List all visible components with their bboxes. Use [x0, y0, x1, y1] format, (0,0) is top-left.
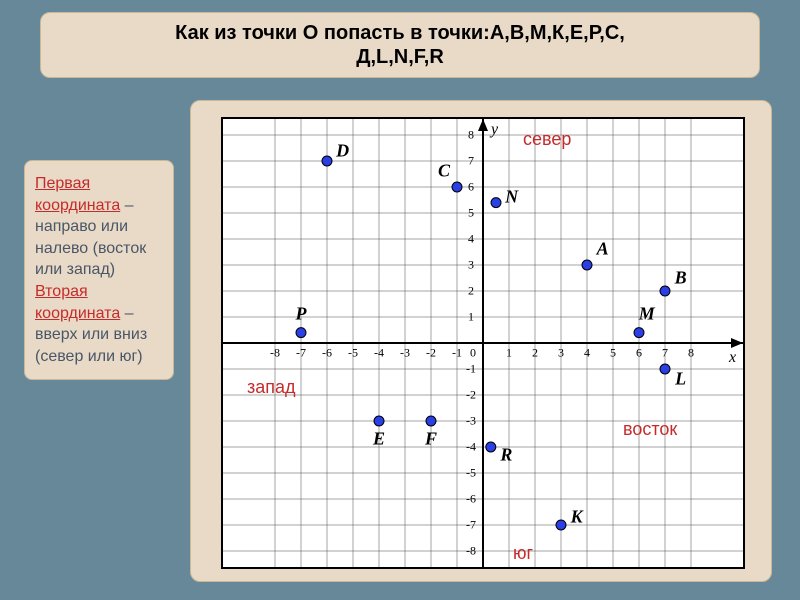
direction-south: юг: [513, 543, 533, 564]
data-point: [491, 198, 501, 208]
y-tick-label: -5: [466, 466, 476, 481]
point-label: B: [675, 268, 687, 289]
y-tick-label: -8: [466, 544, 476, 559]
y-tick-label: -6: [466, 492, 476, 507]
x-tick-label: 3: [558, 346, 564, 361]
y-tick-label: -3: [466, 414, 476, 429]
y-tick-label: -1: [466, 362, 476, 377]
x-tick-label: -3: [400, 346, 410, 361]
x-axis-label: x: [729, 349, 736, 367]
direction-east: восток: [623, 419, 677, 440]
y-tick-label: -4: [466, 440, 476, 455]
data-point: [374, 416, 384, 426]
x-tick-label: -2: [426, 346, 436, 361]
data-point: [322, 156, 332, 166]
y-tick-label: 8: [468, 128, 474, 143]
title-line-2: Д,L,N,F,R: [57, 45, 743, 69]
x-tick-label: -5: [348, 346, 358, 361]
point-label: L: [675, 369, 686, 390]
direction-north: север: [523, 129, 571, 150]
point-label: P: [296, 304, 307, 325]
x-tick-label: -7: [296, 346, 306, 361]
data-point: [634, 328, 644, 338]
x-tick-label: 4: [584, 346, 590, 361]
data-point: [426, 416, 436, 426]
point-label: M: [639, 304, 655, 325]
y-tick-label: 3: [468, 258, 474, 273]
y-tick-label: -2: [466, 388, 476, 403]
title-line-1: Как из точки О попасть в точки:А,В,М,К,Е…: [57, 21, 743, 45]
origin-label: 0: [470, 346, 476, 361]
direction-west: запад: [247, 377, 296, 398]
point-label: D: [336, 140, 349, 161]
title-box: Как из точки О попасть в точки:А,В,М,К,Е…: [40, 12, 760, 78]
data-point: [582, 260, 592, 270]
y-tick-label: 4: [468, 232, 474, 247]
y-tick-label: 7: [468, 154, 474, 169]
data-point: [452, 182, 462, 192]
x-tick-label: 8: [688, 346, 694, 361]
point-label: K: [571, 507, 583, 528]
plot-panel: -8 -7 -6 -5 -4 -3 -2 -1 1 2 3 4 5 6 7 8 -8 -7 -6 -5 -4 -3 -2 -1…: [190, 100, 772, 582]
point-label: R: [500, 444, 512, 465]
coordinate-grid: [223, 119, 743, 567]
point-label: A: [597, 239, 609, 260]
x-tick-label: 6: [636, 346, 642, 361]
y-tick-label: 5: [468, 206, 474, 221]
point-label: C: [438, 161, 450, 182]
x-tick-label: 7: [662, 346, 668, 361]
x-tick-label: 2: [532, 346, 538, 361]
y-tick-label: 2: [468, 284, 474, 299]
y-axis-label: y: [491, 121, 498, 139]
legend-sidebar: Первая координата – направо или налево (…: [24, 160, 174, 380]
point-label: N: [505, 187, 518, 208]
plot-area: -8 -7 -6 -5 -4 -3 -2 -1 1 2 3 4 5 6 7 8 -8 -7 -6 -5 -4 -3 -2 -1…: [221, 117, 745, 569]
x-tick-label: -6: [322, 346, 332, 361]
point-label: F: [425, 429, 437, 450]
x-tick-label: -1: [452, 346, 462, 361]
x-tick-label: -4: [374, 346, 384, 361]
data-point: [556, 520, 566, 530]
coord2-label: Вторая координата: [35, 283, 120, 322]
data-point: [296, 328, 306, 338]
data-point: [486, 442, 496, 452]
y-tick-label: 1: [468, 310, 474, 325]
y-tick-label: -7: [466, 518, 476, 533]
x-tick-label: 1: [506, 346, 512, 361]
y-tick-label: 6: [468, 180, 474, 195]
data-point: [660, 286, 670, 296]
data-point: [660, 364, 670, 374]
coord1-label: Первая координата: [35, 175, 120, 214]
point-label: E: [373, 429, 385, 450]
x-tick-label: 5: [610, 346, 616, 361]
x-tick-label: -8: [270, 346, 280, 361]
